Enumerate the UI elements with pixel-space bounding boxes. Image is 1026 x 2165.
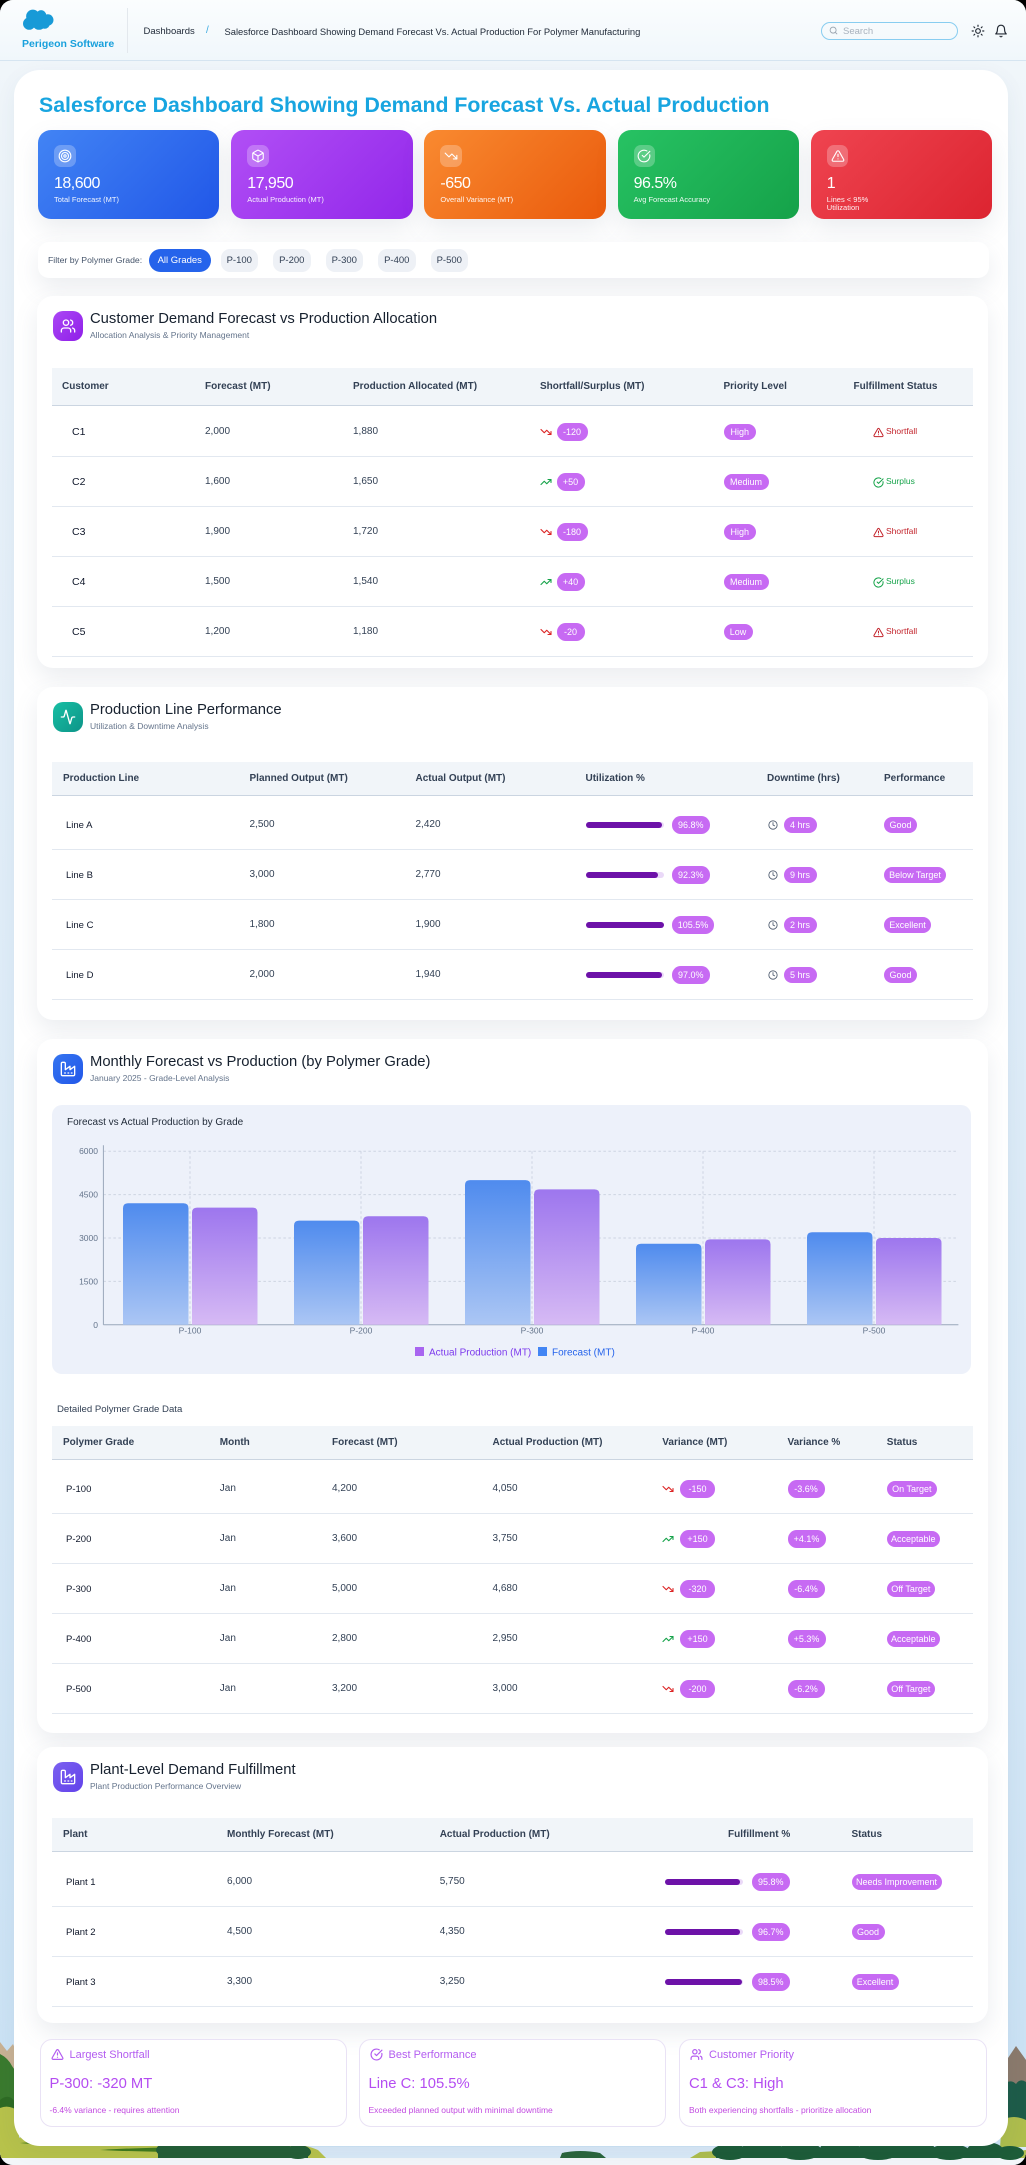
svg-text:Forecast (MT): Forecast (MT) xyxy=(552,1348,615,1359)
svg-text:P-400: P-400 xyxy=(692,1326,715,1336)
svg-text:P-500: P-500 xyxy=(863,1326,886,1336)
svg-text:P-100: P-100 xyxy=(179,1326,202,1336)
svg-text:6000: 6000 xyxy=(79,1146,98,1156)
svg-text:Actual Production (MT): Actual Production (MT) xyxy=(429,1348,531,1359)
svg-text:P-300: P-300 xyxy=(521,1326,544,1336)
svg-text:0: 0 xyxy=(93,1320,98,1330)
svg-text:P-200: P-200 xyxy=(350,1326,373,1336)
svg-text:1500: 1500 xyxy=(79,1276,98,1286)
svg-text:3000: 3000 xyxy=(79,1233,98,1243)
svg-text:4500: 4500 xyxy=(79,1190,98,1200)
